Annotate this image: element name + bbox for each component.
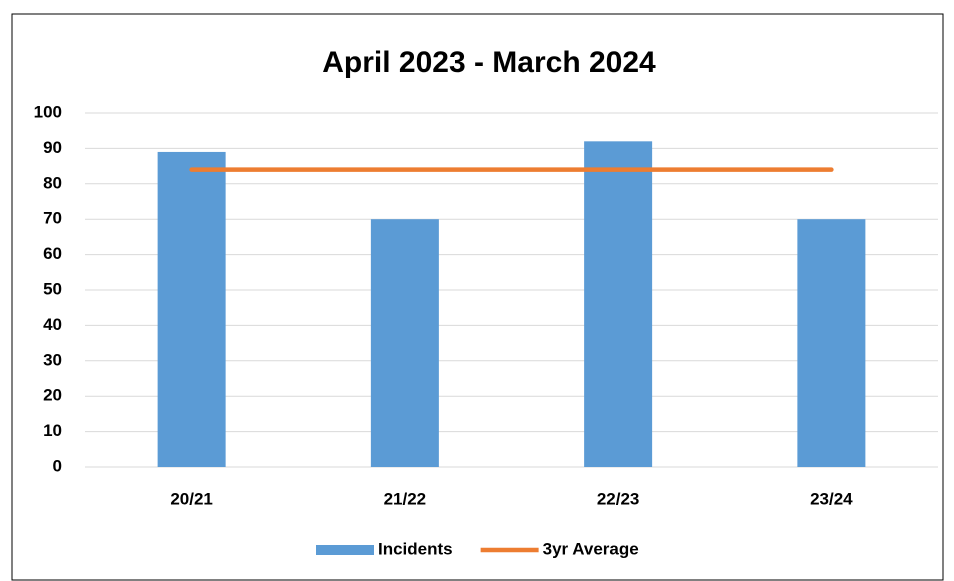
x-tick-label: 22/23 xyxy=(597,489,640,508)
bar xyxy=(797,219,866,467)
y-tick-label: 50 xyxy=(43,279,62,298)
bar xyxy=(584,141,653,467)
y-tick-label: 60 xyxy=(43,244,62,263)
y-tick-label: 30 xyxy=(43,350,62,369)
y-tick-label: 10 xyxy=(43,421,62,440)
y-tick-label: 0 xyxy=(53,456,62,475)
bar xyxy=(370,219,439,467)
y-tick-label: 40 xyxy=(43,315,62,334)
y-tick-label: 100 xyxy=(34,102,62,121)
x-tick-label: 21/22 xyxy=(384,489,427,508)
legend-swatch xyxy=(316,545,374,555)
legend-label: 3yr Average xyxy=(543,539,639,558)
y-tick-label: 90 xyxy=(43,138,62,157)
bar xyxy=(157,151,226,467)
y-tick-label: 20 xyxy=(43,386,62,405)
y-tick-label: 70 xyxy=(43,209,62,228)
x-tick-label: 23/24 xyxy=(810,489,853,508)
x-tick-label: 20/21 xyxy=(170,489,213,508)
y-tick-label: 80 xyxy=(43,173,62,192)
chart-title: April 2023 - March 2024 xyxy=(322,46,656,79)
legend-label: Incidents xyxy=(378,539,453,558)
